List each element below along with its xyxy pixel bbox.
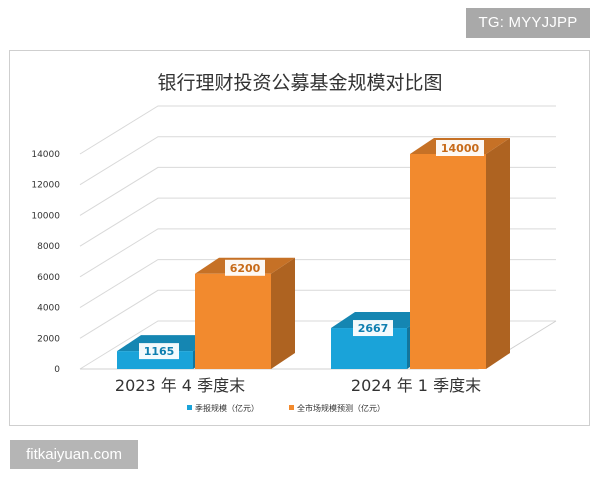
category-label: 2024 年 1 季度末 xyxy=(351,376,481,395)
legend-swatch xyxy=(289,405,294,410)
legend-swatch xyxy=(187,405,192,410)
data-label-box xyxy=(139,343,179,360)
gridline-12000 xyxy=(79,136,556,186)
y-tick-label: 8000 xyxy=(37,242,60,252)
y-axis-ticks: 0 2000 4000 6000 8000 10000 12000 14000 xyxy=(31,150,60,375)
data-label-box xyxy=(225,259,265,276)
legend: 季报规模（亿元） 全市场规模预测（亿元） xyxy=(187,403,385,413)
y-tick-label: 2000 xyxy=(37,334,60,344)
y-tick-label: 14000 xyxy=(31,150,60,160)
chart-title: 银行理财投资公募基金规模对比图 xyxy=(157,72,442,94)
data-label: 6200 xyxy=(230,262,261,275)
data-label-box xyxy=(353,320,393,337)
data-labels: 1165 6200 2667 14000 xyxy=(139,140,484,360)
bar-side xyxy=(271,257,295,369)
legend-label: 全市场规模预测（亿元） xyxy=(297,403,385,413)
bars xyxy=(117,138,510,369)
data-label: 14000 xyxy=(441,142,480,155)
bar xyxy=(410,154,486,369)
gridline-14000 xyxy=(79,105,556,155)
y-tick-label: 0 xyxy=(54,365,60,375)
data-label-box xyxy=(436,140,484,156)
y-tick-label: 6000 xyxy=(37,273,60,283)
bar-side xyxy=(486,138,510,369)
data-label: 2667 xyxy=(358,322,389,335)
data-label: 1165 xyxy=(144,345,175,358)
watermark-top: TG: MYYJJPP xyxy=(466,8,590,38)
y-tick-label: 12000 xyxy=(31,181,60,191)
y-tick-label: 10000 xyxy=(31,211,60,221)
category-label: 2023 年 4 季度末 xyxy=(115,376,245,395)
legend-label: 季报规模（亿元） xyxy=(195,403,259,413)
y-tick-label: 4000 xyxy=(37,304,60,314)
bar xyxy=(195,273,271,369)
x-axis-categories: 2023 年 4 季度末 2024 年 1 季度末 xyxy=(115,376,481,395)
watermark-bottom: fitkaiyuan.com xyxy=(10,440,138,469)
